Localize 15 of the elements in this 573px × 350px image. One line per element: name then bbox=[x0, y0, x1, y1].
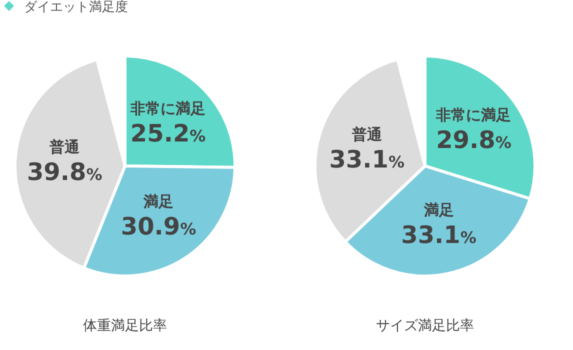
slice-label: 非常に満足 bbox=[435, 106, 512, 124]
data-label: 30.9% bbox=[120, 212, 196, 240]
text: 体重満足比率 bbox=[83, 318, 167, 334]
slice-label: 満足 bbox=[422, 200, 454, 219]
data-label: 39.8% bbox=[26, 158, 102, 186]
slice-label: 普通 bbox=[350, 125, 383, 144]
slice-label: 非常に満足 bbox=[130, 99, 206, 118]
slice-label: 満足 bbox=[142, 192, 174, 210]
data-label: 33.1% bbox=[401, 220, 476, 249]
data-label: 29.8% bbox=[436, 126, 512, 154]
slice-label: 普通 bbox=[48, 138, 81, 156]
text: サイズ満足比率 bbox=[376, 318, 474, 334]
data-label: 33.1% bbox=[329, 145, 404, 174]
chart-title: ダイエット満足度 bbox=[24, 0, 128, 15]
data-label: 25.2% bbox=[130, 119, 206, 148]
